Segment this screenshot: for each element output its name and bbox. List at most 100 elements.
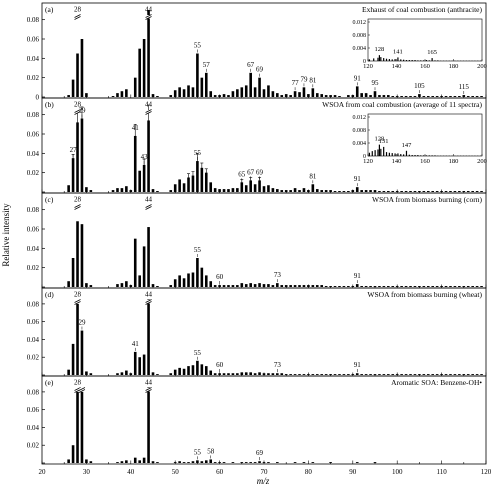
bar <box>142 164 146 192</box>
bar <box>449 191 452 192</box>
bar <box>89 190 93 192</box>
bar <box>360 374 363 375</box>
inset-bar <box>420 60 422 61</box>
bar <box>209 281 213 287</box>
bar <box>213 188 217 192</box>
bar <box>351 374 355 375</box>
axis-break <box>75 110 81 114</box>
inset-bar <box>371 151 373 156</box>
bar <box>222 285 226 287</box>
bar <box>129 190 133 192</box>
bar <box>471 191 474 192</box>
bar <box>253 462 257 463</box>
inset-bar <box>378 55 380 61</box>
bar <box>258 461 261 463</box>
bar <box>204 460 208 463</box>
bar <box>67 459 70 463</box>
bar <box>249 180 252 192</box>
bar <box>76 53 79 97</box>
bar <box>244 85 248 97</box>
y-tick-label: 0.06 <box>27 131 40 139</box>
bar <box>151 94 155 97</box>
peak-label: 57 <box>203 61 211 69</box>
inset-bar <box>380 57 382 61</box>
bar <box>320 374 324 375</box>
inset-bar <box>434 155 436 156</box>
bar <box>329 286 332 287</box>
peak-label: 91 <box>354 74 362 82</box>
bar <box>222 373 226 375</box>
axis-break <box>75 15 81 19</box>
peak-label: 105 <box>414 82 425 90</box>
bar <box>458 191 461 192</box>
x-axis-label: m/z <box>257 476 270 486</box>
inset-x-tick-label: 200 <box>477 158 487 165</box>
peak-label: 44 <box>145 6 153 14</box>
peak-label: 43 <box>141 153 149 161</box>
bar <box>262 89 266 97</box>
peak-label: 27 <box>70 146 78 154</box>
axis-break-line <box>74 206 81 210</box>
bar <box>120 91 124 97</box>
axis-break-line <box>145 16 152 20</box>
inset-x-tick-label: 200 <box>477 63 487 70</box>
bar <box>236 89 239 97</box>
bar <box>267 462 270 463</box>
inset-bar <box>425 155 428 156</box>
inset-bar <box>394 59 396 61</box>
inset-bar <box>437 60 439 61</box>
inset-bar <box>397 153 399 156</box>
bar <box>404 374 408 375</box>
inset-bar <box>428 155 430 156</box>
bar <box>453 374 457 375</box>
bar <box>80 39 84 97</box>
bar <box>360 93 363 97</box>
y-tick-label: 0.04 <box>27 55 40 63</box>
bar <box>133 351 137 375</box>
bar <box>418 94 421 97</box>
bar <box>209 91 213 97</box>
bar <box>200 461 204 463</box>
bar <box>355 284 359 287</box>
bar <box>480 96 483 97</box>
bar <box>347 191 350 192</box>
bar <box>147 227 150 287</box>
bar <box>364 374 368 375</box>
bar <box>276 373 279 375</box>
bar <box>71 343 75 375</box>
bar <box>267 85 270 97</box>
bar <box>227 189 230 192</box>
axis-break-line <box>145 111 152 115</box>
bar <box>125 460 128 463</box>
x-tick-label: 120 <box>481 468 492 476</box>
bar <box>116 373 119 375</box>
peak-label: 69 <box>256 168 264 176</box>
bar <box>280 95 284 97</box>
bar <box>320 94 324 97</box>
bar <box>307 285 310 287</box>
bar <box>449 286 452 287</box>
inset-bar <box>420 155 422 156</box>
bar <box>422 96 426 97</box>
axis-break-line <box>74 16 81 20</box>
bar <box>200 364 204 375</box>
inset-bar <box>385 152 388 156</box>
bar <box>280 373 284 375</box>
bar <box>347 374 350 375</box>
bar <box>413 286 417 287</box>
peak-label: 77 <box>292 79 300 87</box>
inset-bar <box>408 154 410 156</box>
bar <box>466 191 470 192</box>
bar <box>333 191 337 192</box>
bar <box>475 191 479 192</box>
bar <box>289 374 292 375</box>
bar <box>444 96 448 97</box>
bar <box>196 53 199 97</box>
bar <box>471 374 474 375</box>
bar <box>200 77 204 97</box>
bar <box>373 190 377 192</box>
bar <box>240 462 244 463</box>
y-tick-label: 0.02 <box>27 169 40 177</box>
y-tick-label: 0.08 <box>27 388 40 396</box>
